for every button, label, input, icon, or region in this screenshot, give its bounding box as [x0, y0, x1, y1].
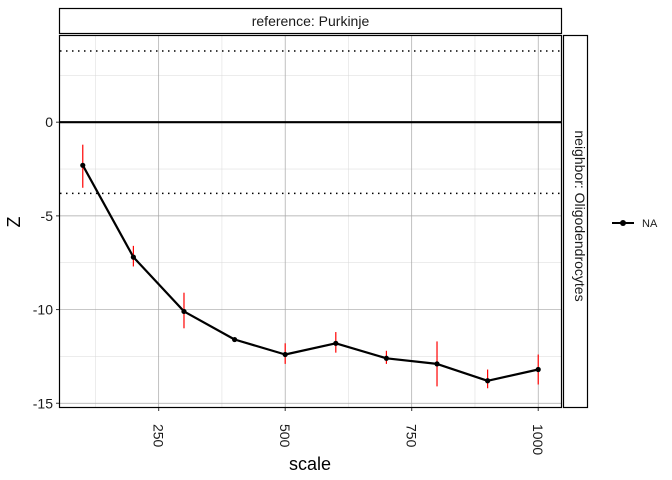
plot-panel-border: [58, 34, 563, 409]
x-tick-label: 250: [151, 424, 167, 448]
data-point: [282, 351, 288, 358]
data-point: [485, 378, 491, 384]
data-series: [80, 144, 541, 389]
y-tick-label: -15: [33, 395, 53, 411]
facet-strip-right-label: neighbor: Oligodendrocytes: [572, 130, 588, 301]
data-point: [231, 336, 238, 343]
facet-strip-top: [58, 7, 563, 35]
data-point: [130, 254, 136, 260]
x-tick-label: 750: [404, 424, 420, 448]
y-tick-label: -10: [33, 302, 53, 318]
axes: 250 500 750 1000 0 -5 -10 -15: [33, 114, 546, 455]
y-tick-label: 0: [45, 114, 53, 130]
x-tick-label: 500: [277, 424, 293, 448]
data-point: [181, 308, 187, 315]
facet-strip-top-label: reference: Purkinje: [252, 13, 370, 29]
data-point: [80, 162, 86, 168]
data-point: [434, 361, 440, 367]
reference-lines: [60, 50, 561, 195]
plot-panel: [59, 35, 562, 408]
data-point: [333, 340, 339, 346]
legend-key-point: [620, 220, 626, 226]
x-tick-label: 1000: [530, 424, 546, 455]
x-axis-title: scale: [289, 454, 331, 474]
y-axis-title: Z: [4, 217, 24, 228]
data-point: [535, 366, 541, 373]
legend-label: NA: [642, 218, 658, 230]
y-tick-label: -5: [41, 208, 54, 224]
series-line: [81, 164, 539, 382]
legend: NA: [612, 218, 658, 230]
facet-strip-right: [562, 34, 589, 409]
data-point: [383, 355, 390, 361]
